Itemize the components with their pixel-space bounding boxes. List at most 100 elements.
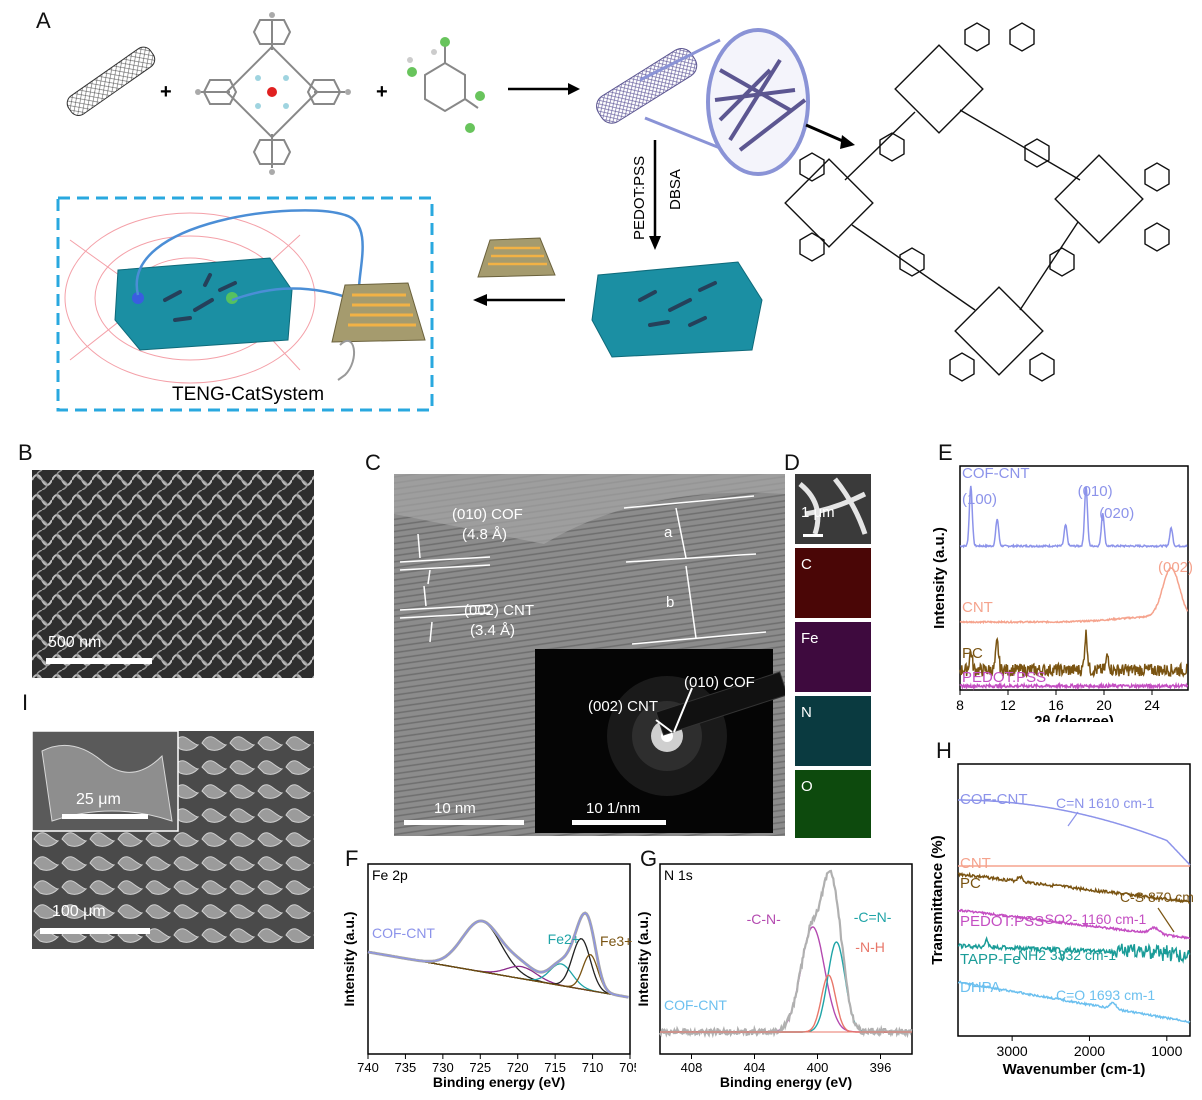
schematic-a: + + PEDOT:PSS DBSA [56, 12, 1170, 412]
chart-e-series-label: PEDOT:PSS [962, 669, 1046, 686]
eds-label-fe: Fe [801, 630, 819, 647]
chart-e-frame [959, 465, 1189, 691]
sem-i-inset-scale: 25 μm [76, 791, 121, 808]
chart-g-annotation-cdn: -C=N- [854, 909, 892, 925]
chart-f-xtick-label: 710 [582, 1060, 604, 1075]
hydrogel-block-2 [591, 261, 763, 358]
chart-g-frame [659, 863, 913, 1055]
chart-e-xtick-label: 24 [1144, 697, 1160, 713]
chart-e-series-label: CNT [962, 599, 993, 616]
tem-cof-spacing: (010) COF [452, 506, 523, 523]
chart-f-xtick-label: 725 [469, 1060, 491, 1075]
chart-f-xtick-label: 730 [432, 1060, 454, 1075]
chart-g-xtick-label: 408 [681, 1060, 703, 1075]
chart-f-xtick-label: 740 [357, 1060, 379, 1075]
panel-label-d: D [784, 450, 800, 475]
chart-h-ftir: 3000 2000 1000 Wavenumber (cm-1) Transmittan… [929, 763, 1194, 1078]
panel-label-h: H [936, 738, 952, 763]
panel-label-g: G [640, 846, 658, 871]
chart-e-ylabel: Intensity (a.u.) [931, 527, 948, 629]
chart-f-fe2p: 740 735 730 725 720 715 710 705 Binding energy (… [341, 863, 636, 1090]
teng-system-label: TENG-CatSystem [172, 384, 324, 405]
eds-scale: 1 μm [801, 504, 835, 521]
tem-label-b: b [666, 594, 675, 611]
chart-g-series-label: COF-CNT [664, 997, 727, 1013]
chart-g-xtick-label: 396 [870, 1060, 892, 1075]
eds-label-o: O [801, 778, 813, 795]
chart-e-xtick-label: 20 [1096, 697, 1112, 713]
eds-label-c: C [801, 556, 812, 573]
chart-f-fit [367, 912, 629, 998]
chart-h-series-label: COF-CNT [960, 791, 1028, 808]
zoom-circle [706, 28, 810, 176]
chart-g-ylabel: Intensity (a.u.) [636, 912, 651, 1007]
cof-cnt-tube-icon [596, 48, 698, 124]
chart-e-series-line [959, 485, 1188, 549]
chart-e-xtick-label: 8 [956, 697, 964, 713]
chart-h-series-label: CNT [960, 855, 991, 872]
chart-h-series-label: PC [960, 875, 981, 892]
chart-e-series-line [959, 566, 1189, 625]
chart-h-annotation: C=O 1693 cm-1 [1056, 987, 1155, 1003]
chart-g-n1s: 408 404 400 396 Binding energy (eV) Intensity… [636, 863, 913, 1090]
eds-map-c: C [795, 548, 871, 618]
saed-cnt: (002) CNT [588, 698, 659, 715]
chart-e-annotation: (002) [1158, 559, 1192, 576]
chart-h-series-line [957, 871, 1191, 905]
chart-e-xrd: 8 12 16 20 24 2θ (degree) Intensity (a.u.) COF-… [931, 465, 1192, 722]
chart-h-annotation: NH2 3332 cm-1 [1018, 947, 1116, 963]
chart-h-series-line [957, 908, 1191, 940]
fe-center-icon [267, 87, 277, 97]
panel-label-e: E [938, 440, 953, 465]
panel-label-a: A [36, 8, 51, 33]
chart-h-series-line [957, 936, 1191, 964]
chart-e-series-label: PC [962, 645, 983, 662]
electrode-icon [477, 237, 556, 278]
chart-h-series-line [957, 980, 1191, 1024]
chart-h-annotation-arrow [1067, 811, 1079, 827]
chart-h-annotation: -SO2- 1160 cm-1 [1040, 911, 1147, 927]
chart-e-xtick-label: 16 [1048, 697, 1064, 713]
panel-label-c: C [365, 450, 381, 475]
chart-e-series-line [959, 629, 1188, 679]
tem-cnt-value: (3.4 Å) [470, 622, 516, 639]
chart-h-annotation-arrow [1157, 907, 1175, 933]
panel-label-f: F [345, 846, 359, 871]
chart-g-annotation-nh: -N-H [855, 939, 885, 955]
sem-image-b: 500 nm [32, 470, 314, 678]
chart-f-title: Fe 2p [372, 867, 408, 883]
chart-h-annotation: C-S 870 cm-1 [1120, 889, 1194, 905]
chart-h-xlabel: Wavenumber (cm-1) [1003, 1061, 1146, 1078]
teng-system-box [56, 196, 434, 412]
chart-f-ylabel: Intensity (a.u.) [341, 912, 357, 1007]
chart-e-series-line [959, 681, 1189, 691]
sem-b-scale: 500 nm [48, 634, 102, 651]
chart-f-frame [367, 863, 631, 1055]
chart-f-xtick-label: 735 [395, 1060, 417, 1075]
chart-f-component [367, 938, 629, 998]
chart-h-series-label: DHPA [960, 979, 1001, 996]
chart-f-annotation-fe3: Fe3+ [600, 933, 632, 949]
sem-image-i: 25 μm 100 μm [32, 731, 314, 949]
chart-h-xtick-label: 2000 [1074, 1043, 1105, 1059]
tem-cof-value: (4.8 Å) [462, 526, 508, 543]
chart-h-ylabel: Transmittance (%) [929, 835, 946, 964]
chart-g-annotation-cn: -C-N- [747, 911, 782, 927]
plus-2: + [376, 81, 388, 103]
finger-icon [337, 340, 356, 381]
chart-f-xlabel: Binding energy (eV) [433, 1074, 565, 1090]
eds-map-n: N [795, 696, 871, 766]
chart-h-series-label: TAPP-Fe [960, 951, 1021, 968]
chart-g-xtick-label: 404 [744, 1060, 766, 1075]
cof-framework-structure [784, 22, 1170, 382]
chart-e-annotation: (100) [962, 491, 997, 508]
tem-scale: 10 nm [434, 800, 476, 817]
panel-label-i: I [22, 690, 29, 715]
tem-label-a: a [664, 524, 673, 541]
eds-label-n: N [801, 704, 812, 721]
chart-f-annotation-fe2: Fe2+ [548, 931, 580, 947]
teng-electrode-icon [331, 282, 426, 343]
chart-g-title: N 1s [664, 867, 693, 883]
chart-h-annotation: C=N 1610 cm-1 [1056, 795, 1155, 811]
chart-h-xtick-label: 3000 [997, 1043, 1028, 1059]
